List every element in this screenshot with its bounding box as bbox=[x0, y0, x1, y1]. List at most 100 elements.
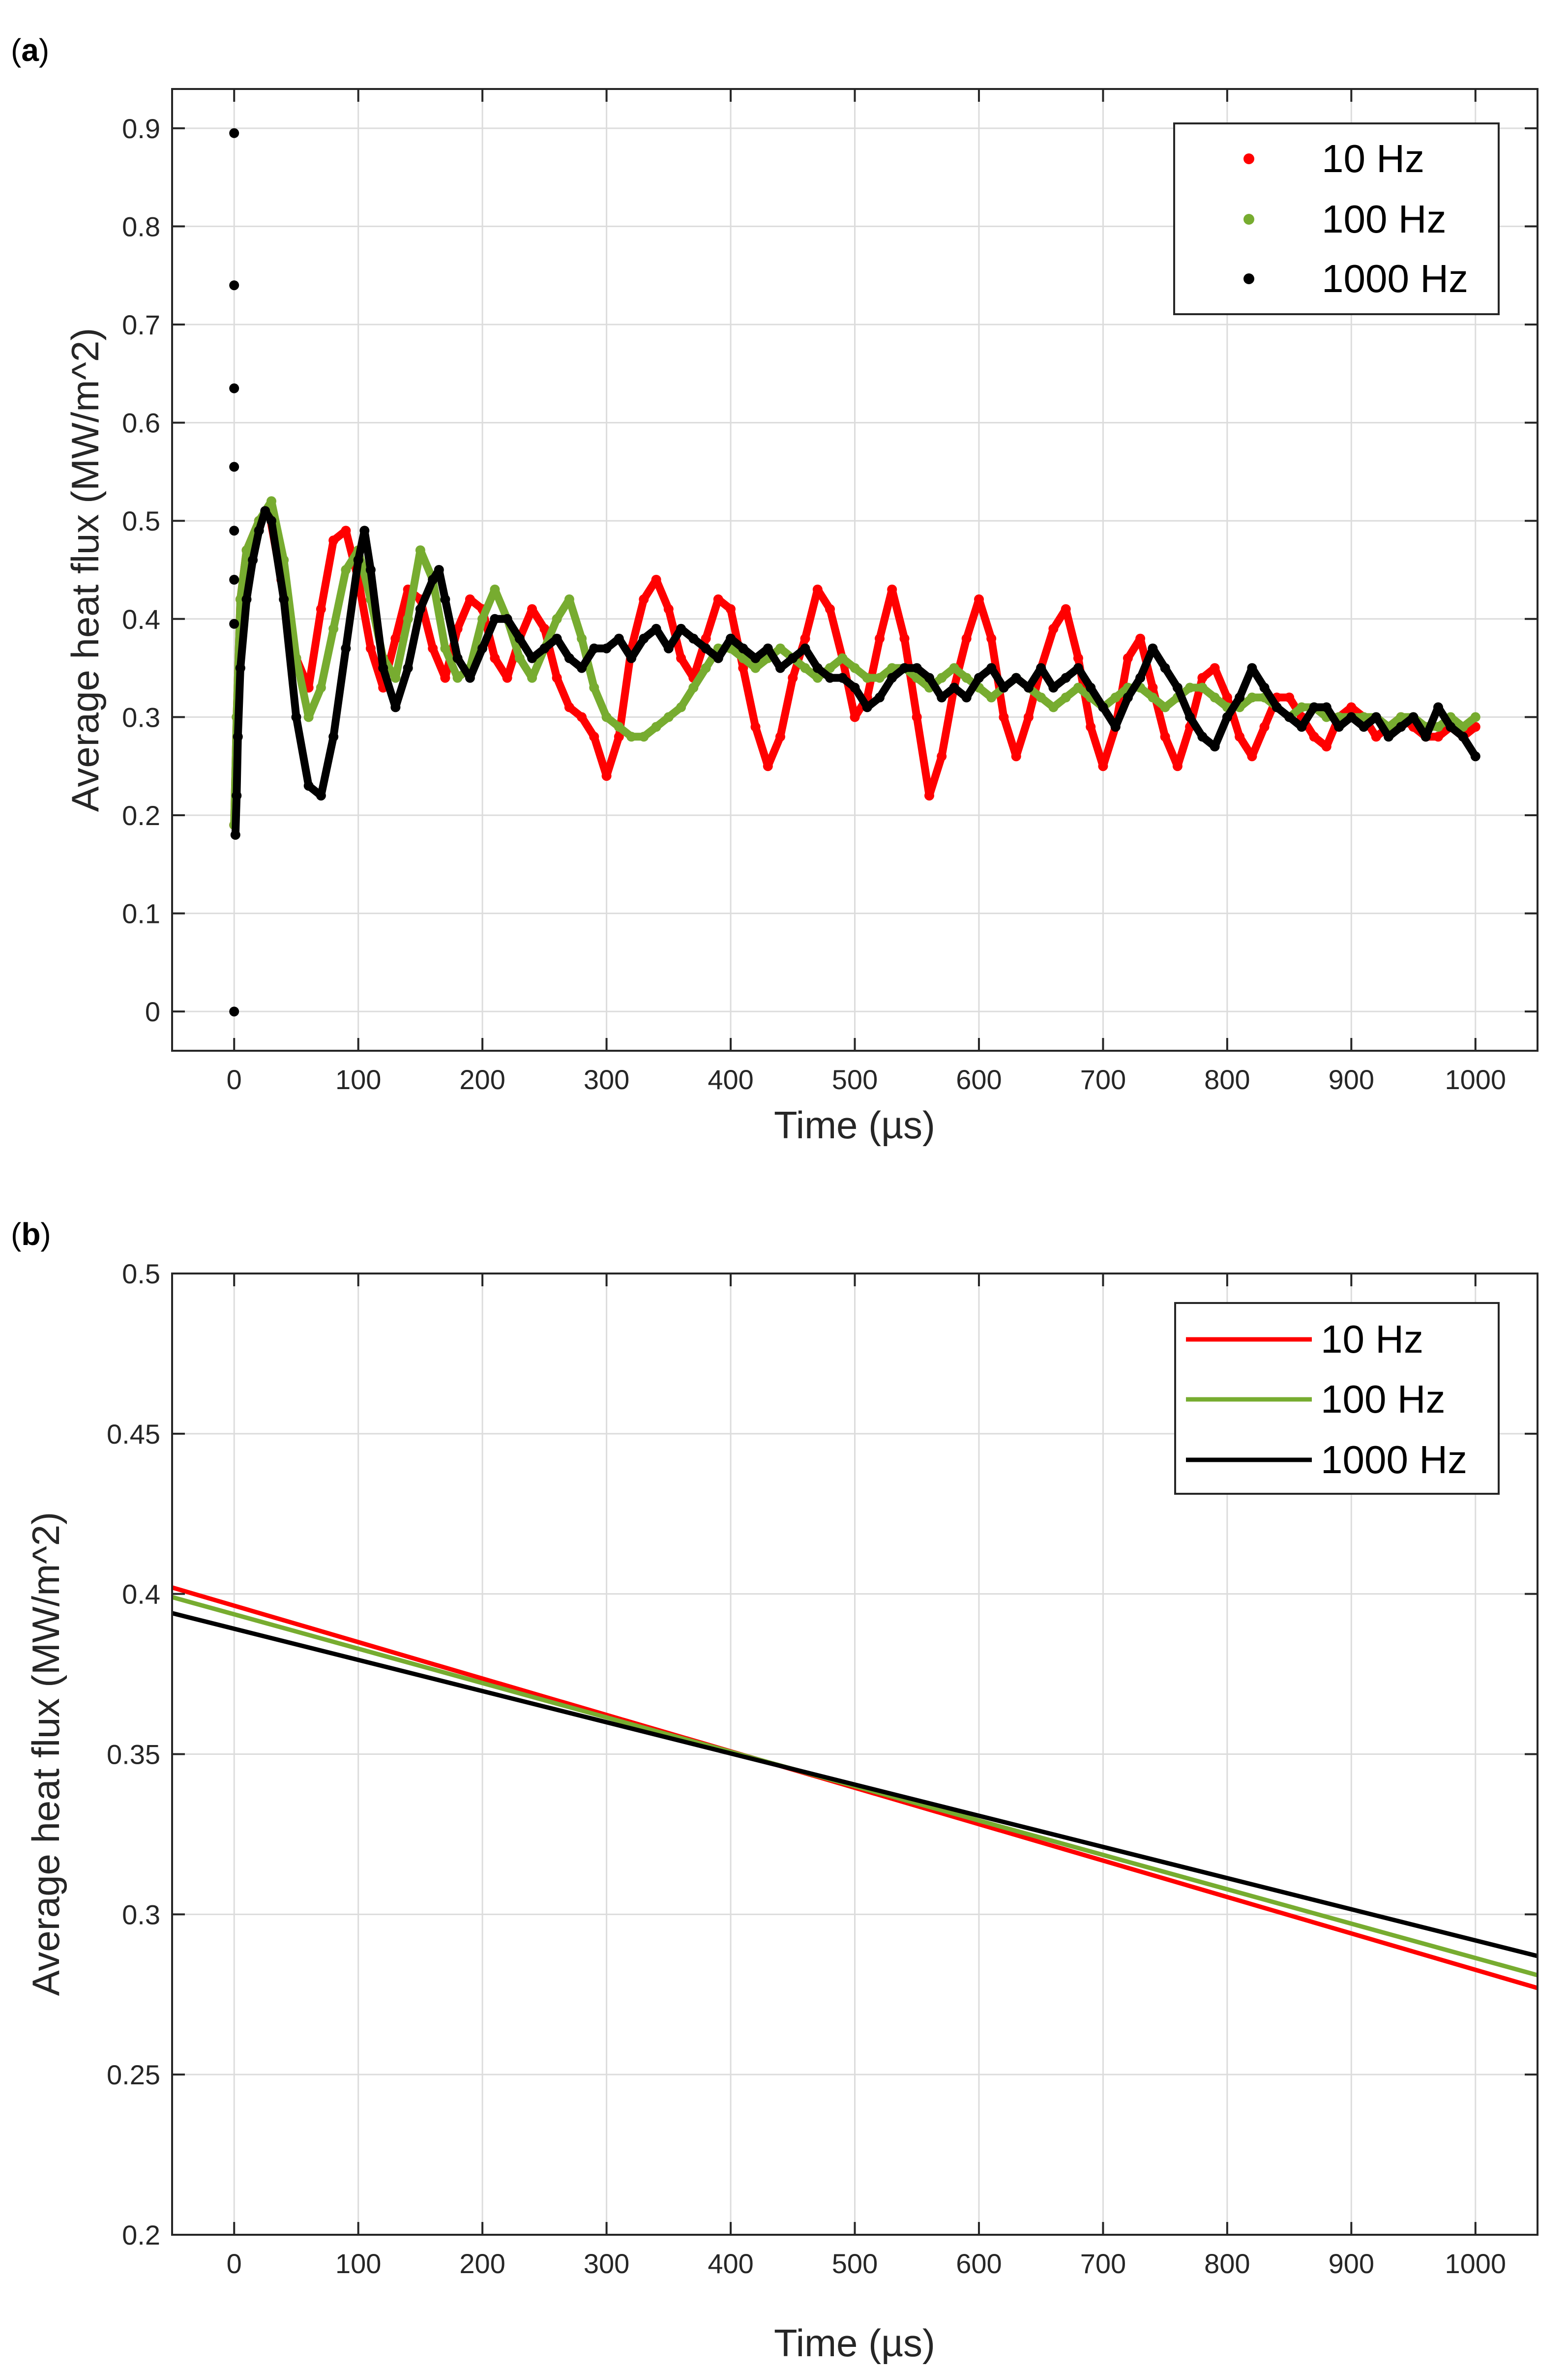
panel-a-legend-label-100hz: 100 Hz bbox=[1322, 197, 1446, 241]
panel-a-series-100hz-point bbox=[837, 653, 848, 663]
panel-a-series-1000hz-point bbox=[1433, 702, 1443, 712]
panel-a-series-1000hz-point bbox=[639, 633, 649, 644]
panel-a-series-1000hz-point bbox=[1284, 712, 1295, 722]
panel-a-series-10hz-point bbox=[875, 633, 885, 644]
panel-a-series-100hz-point bbox=[663, 712, 674, 722]
panel-a-series-1000hz-point bbox=[1334, 722, 1344, 732]
panel-a-series-1000hz-point bbox=[924, 673, 934, 683]
panel-a-series-100hz-point bbox=[490, 584, 500, 594]
panel-b-x-tick-label: 300 bbox=[584, 2248, 629, 2279]
panel-a-series-1000hz-point bbox=[837, 673, 848, 683]
panel-a-series-100hz-point bbox=[303, 712, 314, 722]
panel-a-series-10hz-point bbox=[1371, 732, 1381, 742]
panel-a-series-10hz-point bbox=[365, 643, 376, 653]
panel-a-series-100hz-point bbox=[1396, 712, 1406, 722]
panel-a-series-1000hz-point bbox=[1446, 722, 1456, 732]
panel-a-series-1000hz-point bbox=[1185, 712, 1195, 722]
panel-a-series-1000hz-point bbox=[266, 516, 276, 526]
panel-a-x-tick-label: 400 bbox=[708, 1064, 753, 1095]
panel-a-series-100hz-point bbox=[850, 663, 860, 673]
panel-a-legend-label-10hz: 10 Hz bbox=[1322, 137, 1424, 180]
panel-a-series-1000hz-point bbox=[232, 791, 242, 801]
panel-a-series-100hz-point bbox=[738, 653, 748, 663]
panel-a-series-1000hz-point bbox=[1371, 712, 1381, 722]
panel-a-series-100hz-point bbox=[775, 643, 785, 653]
panel-a-series-1000hz-point bbox=[539, 643, 550, 653]
panel-b: (b) 0 100 200 300 400 500 600 700 800 900 10000.20… bbox=[11, 1216, 1538, 2365]
panel-a-series-100hz-point bbox=[527, 673, 537, 683]
panel-b-x-tick-label: 900 bbox=[1329, 2248, 1374, 2279]
panel-a-y-axis-label: Average heat flux (MW/m^2) bbox=[63, 328, 107, 812]
panel-a-series-1000hz-point bbox=[812, 663, 823, 673]
panel-a-y-tick-label: 0.5 bbox=[122, 505, 160, 536]
panel-a-series-100hz-point bbox=[440, 643, 450, 653]
panel-a-series-100hz-point bbox=[1359, 712, 1369, 722]
panel-a-series-100hz-point bbox=[688, 682, 699, 693]
panel-a-series-10hz-point bbox=[899, 633, 910, 644]
panel-a-series-100hz-point bbox=[477, 614, 488, 624]
panel-b-legend-label-100hz: 100 Hz bbox=[1321, 1377, 1445, 1421]
panel-a-series-100hz-point bbox=[341, 565, 351, 575]
panel-a: (a) 0 100 200 300 400 500 600 700 800 900 1000 0 0.1… bbox=[11, 32, 1538, 1147]
panel-a-series-1000hz-point bbox=[961, 692, 972, 703]
panel-a-series-1000hz-point bbox=[800, 643, 810, 653]
panel-a-y-tick-label: 0.4 bbox=[122, 604, 160, 635]
panel-a-series-10hz-point bbox=[663, 604, 674, 614]
panel-a-series-1000hz-point bbox=[428, 575, 438, 585]
panel-a-series-100hz-point bbox=[390, 673, 401, 683]
panel-a-series-1000hz-point bbox=[601, 643, 612, 653]
panel-a-series-100hz-point bbox=[750, 663, 761, 673]
panel-a-series-10hz-point bbox=[1309, 732, 1319, 742]
panel-a-series-100hz-point bbox=[651, 722, 661, 732]
panel-a-series-1000hz-point bbox=[1259, 682, 1270, 693]
panel-b-label: (b) bbox=[11, 1216, 51, 1252]
panel-a-series-10hz-point bbox=[1259, 722, 1270, 732]
panel-a-x-tick-label: 700 bbox=[1080, 1064, 1126, 1095]
panel-a-x-tick-label: 100 bbox=[335, 1064, 381, 1095]
panel-a-series-10hz-point bbox=[1222, 692, 1232, 703]
panel-a-series-10hz-point bbox=[1023, 712, 1034, 722]
panel-a-series-100hz-point bbox=[937, 673, 947, 683]
panel-a-series-1000hz-point bbox=[1359, 722, 1369, 732]
panel-a-series-10hz-point bbox=[1135, 633, 1146, 644]
panel-a-series-100hz-point bbox=[514, 653, 525, 663]
panel-a-series-1000hz-point bbox=[750, 653, 761, 663]
panel-a-series-10hz-point bbox=[812, 584, 823, 594]
panel-b-legend: 10 Hz 100 Hz 1000 Hz bbox=[1174, 1302, 1500, 1495]
panel-a-series-10hz-point bbox=[713, 594, 723, 604]
panel-a-series-100hz-point bbox=[676, 702, 686, 712]
panel-a-series-1000hz-point bbox=[403, 663, 413, 673]
panel-a-series-1000hz-point bbox=[1073, 663, 1083, 673]
panel-a-series-10hz-point bbox=[974, 594, 984, 604]
panel-a-series-1000hz-point bbox=[887, 673, 897, 683]
panel-b-y-tick-label: 0.45 bbox=[107, 1419, 160, 1450]
panel-a-series-10hz-point bbox=[825, 604, 835, 614]
panel-a-series-1000hz-point bbox=[1172, 682, 1183, 693]
panel-a-series-1000hz-point bbox=[1396, 722, 1406, 732]
panel-a-y-tick-label: 0.8 bbox=[122, 211, 160, 242]
panel-b-y-tick-label: 0.5 bbox=[122, 1258, 160, 1289]
panel-a-series-100hz-point bbox=[1458, 722, 1468, 732]
panel-a-series-1000hz-point bbox=[514, 633, 525, 644]
panel-a-series-1000hz-point bbox=[465, 673, 475, 683]
panel-a-series-100hz-point bbox=[1073, 682, 1083, 693]
panel-a-series-100hz-point bbox=[1433, 722, 1443, 732]
panel-a-series-100hz-point bbox=[316, 682, 326, 693]
panel-a-series-100hz-point bbox=[1247, 692, 1257, 703]
panel-a-series-1000hz-point bbox=[1135, 673, 1146, 683]
panel-a-series-1000hz-point bbox=[1272, 702, 1282, 712]
panel-a-legend-label-1000hz: 1000 Hz bbox=[1322, 257, 1468, 300]
panel-b-x-axis-label: Time (µs) bbox=[774, 2321, 935, 2365]
panel-a-series-1000hz-point bbox=[1098, 702, 1108, 712]
panel-a-series-1000hz-point bbox=[688, 633, 699, 644]
panel-a-series-1000hz-point bbox=[502, 614, 512, 624]
panel-a-series-1000hz-point bbox=[701, 643, 711, 653]
panel-a-series-100hz-point bbox=[961, 673, 972, 683]
panel-a-series-1000hz-point bbox=[527, 653, 537, 663]
panel-b-series-1000hz-line bbox=[171, 1611, 1538, 1958]
panel-a-series-1000hz-point bbox=[1235, 692, 1245, 703]
panel-a-series-1000hz-point bbox=[726, 633, 736, 644]
panel-a-series-1000hz-point bbox=[676, 623, 686, 634]
panel-a-series-10hz-point bbox=[577, 712, 587, 722]
panel-a-series-10hz-point bbox=[1048, 623, 1059, 634]
